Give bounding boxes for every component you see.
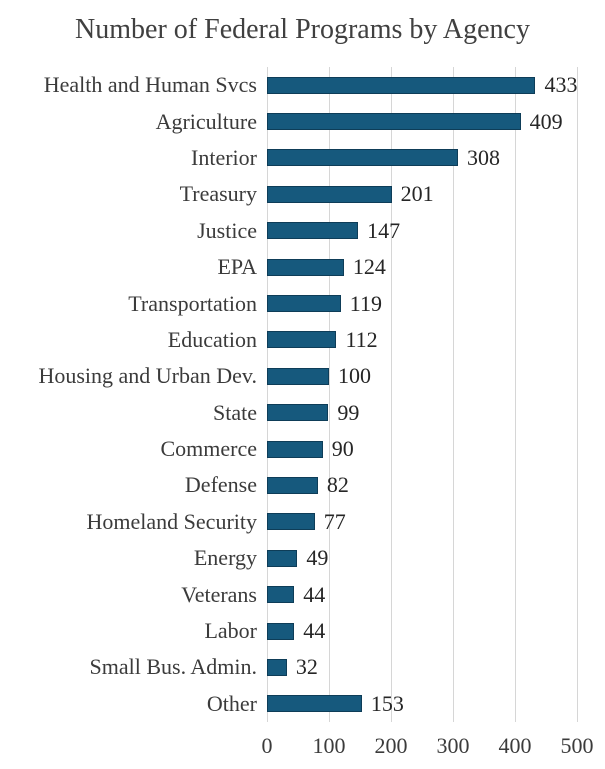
category-label: Small Bus. Admin. (89, 654, 257, 680)
bar (267, 113, 521, 131)
chart-title: Number of Federal Programs by Agency (75, 14, 530, 45)
bar (267, 149, 458, 167)
category-label: EPA (217, 254, 257, 280)
bar (267, 549, 298, 567)
bar (267, 295, 341, 313)
value-label: 100 (338, 363, 371, 389)
category-label: Housing and Urban Dev. (38, 363, 257, 389)
bar (267, 440, 323, 458)
gridline (329, 67, 330, 722)
value-label: 82 (326, 472, 349, 498)
gridline (391, 67, 392, 722)
bar (267, 695, 362, 713)
gridline (453, 67, 454, 722)
category-label: Defense (184, 472, 257, 498)
gridline (267, 67, 268, 722)
value-label: 409 (529, 108, 563, 134)
bar (267, 367, 329, 385)
x-tick-label: 500 (560, 733, 594, 758)
category-label: Agriculture (155, 108, 257, 134)
bar (267, 258, 344, 276)
value-label: 77 (323, 508, 346, 534)
value-label: 124 (352, 254, 386, 280)
category-label: Transportation (128, 290, 257, 316)
category-label: Veterans (181, 581, 257, 607)
value-label: 112 (345, 326, 378, 352)
bar (267, 404, 329, 422)
bar (267, 476, 318, 494)
gridline (515, 67, 516, 722)
x-tick-label: 300 (436, 733, 470, 758)
bar (267, 586, 295, 604)
value-label: 433 (544, 72, 578, 98)
value-label: 44 (303, 618, 326, 644)
x-tick-label: 400 (498, 733, 532, 758)
category-label: Health and Human Svcs (43, 72, 257, 98)
value-label: 90 (331, 436, 354, 462)
value-label: 119 (349, 290, 382, 316)
category-label: Labor (204, 618, 257, 644)
category-label: State (213, 399, 257, 425)
bar (267, 331, 337, 349)
category-label: Education (167, 326, 257, 352)
category-label: Energy (193, 545, 257, 571)
gridline (577, 67, 578, 722)
value-label: 49 (306, 545, 329, 571)
value-label: 99 (337, 399, 360, 425)
x-tick-label: 100 (312, 733, 346, 758)
category-label: Homeland Security (86, 508, 257, 534)
category-label: Commerce (160, 436, 257, 462)
value-label: 308 (466, 144, 500, 170)
x-tick-label: 0 (261, 733, 273, 758)
bar (267, 658, 287, 676)
bar (267, 622, 295, 640)
bar (267, 76, 536, 94)
category-label: Treasury (179, 181, 257, 207)
bar (267, 513, 315, 531)
bar (267, 185, 392, 203)
bar (267, 222, 359, 240)
value-label: 201 (400, 181, 434, 207)
value-label: 32 (295, 654, 318, 680)
value-label: 147 (367, 217, 401, 243)
value-label: 44 (303, 581, 326, 607)
category-label: Other (206, 690, 257, 716)
x-tick-label: 200 (374, 733, 408, 758)
category-label: Justice (197, 217, 257, 243)
category-label: Interior (191, 144, 257, 170)
value-label: 153 (370, 690, 404, 716)
